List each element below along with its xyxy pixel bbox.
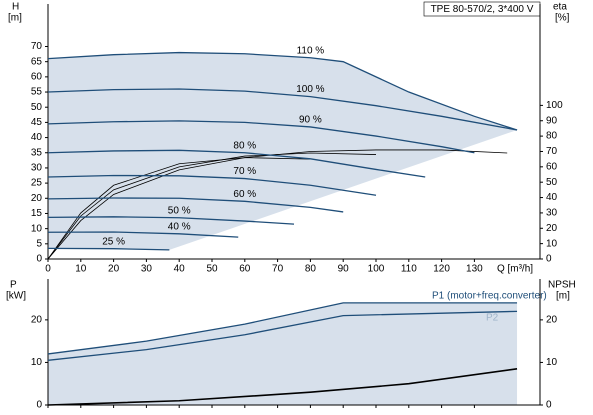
y-unit: [m] [8,13,22,24]
y2-tick-label: 10 [546,238,558,249]
envelope [48,302,518,405]
curve [47,197,344,213]
x-tick-label: 90 [338,264,350,275]
y2-tick-label: 0 [546,400,552,411]
y2-tick-label: 50 [546,177,558,188]
y2-tick-label: 20 [546,315,558,326]
curve-label: 70 % [233,166,256,177]
eta-curve [47,152,377,260]
y-tick-label: 5 [36,238,42,249]
y-tick-label: 20 [31,315,43,326]
y-tick-label: 50 [31,102,43,113]
curve-label: 60 % [233,189,256,200]
x-tick-label: 10 [75,264,87,275]
curve-label: 90 % [299,115,322,126]
y-tick-label: 60 [31,71,43,82]
x-tick-label: 100 [368,264,385,275]
y-tick-label: 70 [31,41,43,52]
y2-unit: [%] [555,13,570,24]
curve [47,247,170,251]
x-tick-label: 0 [45,264,51,275]
y2-tick-label: 90 [546,115,558,126]
legend-p1: P1 (motor+freq.converter) [432,291,547,302]
x-tick-label: 110 [401,264,417,275]
curve-label: 40 % [168,221,191,232]
x-tick-label: 50 [206,264,218,275]
x-tick-label: 70 [272,264,284,275]
y-label: P [10,280,17,291]
y2-tick-label: 100 [546,100,563,111]
y-tick-label: 65 [31,56,43,67]
y-tick-label: 0 [36,400,42,411]
x-tick-label: 40 [174,264,186,275]
y2-tick-label: 30 [546,208,558,219]
y2-tick-label: 80 [546,131,558,142]
curve [47,51,518,131]
y-tick-label: 25 [31,178,43,189]
npsh-curve [47,368,518,406]
curve [47,149,426,178]
y-tick-label: 40 [31,132,43,143]
curve [47,302,518,355]
curve [47,216,295,225]
curve [47,231,239,238]
y2-tick-label: 10 [546,357,558,368]
x-tick-label: 130 [466,264,483,275]
curve-label: 80 % [233,140,256,151]
x-tick-label: 60 [239,264,251,275]
curve [47,120,475,154]
y-tick-label: 35 [31,147,43,158]
curve [47,88,518,131]
curve [47,174,377,196]
x-tick-label: 80 [305,264,317,275]
y2-tick-label: 0 [546,254,552,265]
y-unit: [kW] [6,291,26,302]
chart-title: TPE 80-570/2, 3*400 V [431,4,534,15]
y-label: H [12,2,19,13]
x-label: Q [m³/h] [497,264,533,275]
curve [47,310,518,361]
y2-tick-label: 40 [546,192,558,203]
y-tick-label: 20 [31,193,43,204]
y-tick-label: 55 [31,87,43,98]
x-tick-label: 30 [141,264,153,275]
y2-label: eta [553,2,567,13]
x-tick-label: 120 [433,264,450,275]
y-tick-label: 10 [31,357,43,368]
y-tick-label: 15 [31,208,43,219]
y2-tick-label: 20 [546,223,558,234]
y2-unit: [m] [556,291,570,302]
y2-label: NPSH [548,280,576,291]
y2-tick-label: 60 [546,161,558,172]
eta-curve [47,157,311,260]
y-tick-label: 45 [31,117,43,128]
curve-label: 100 % [296,84,324,95]
y-tick-label: 10 [31,223,43,234]
y-tick-label: 30 [31,163,43,174]
x-tick-label: 20 [108,264,120,275]
envelope [48,52,518,250]
y-tick-label: 0 [36,254,42,265]
y2-tick-label: 70 [546,146,558,157]
curve-label: 25 % [102,236,125,247]
curve-label: 110 % [297,45,325,56]
curve-label: 50 % [168,205,191,216]
